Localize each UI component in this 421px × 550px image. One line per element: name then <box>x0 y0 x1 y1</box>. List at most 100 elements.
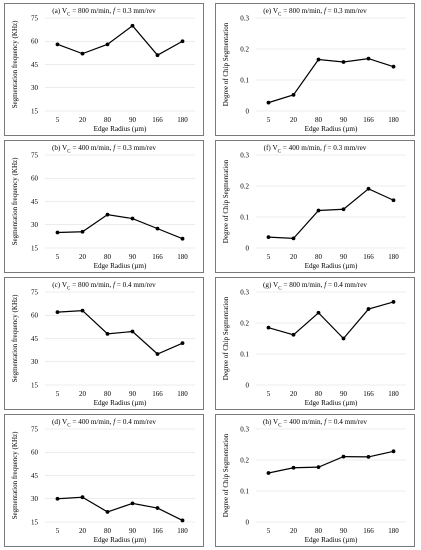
data-point <box>55 230 60 235</box>
x-tick-label: 5 <box>56 116 60 124</box>
title-subscript: C <box>278 423 282 429</box>
y-tick-label: 0.1 <box>240 213 249 221</box>
x-tick-label: 20 <box>79 116 87 124</box>
title-tail: = 0.4 mm/rev <box>115 418 156 426</box>
title-prefix: (e) V <box>263 7 279 15</box>
y-axis-label: Segmentation frequency (KHz) <box>11 294 19 383</box>
data-point <box>180 236 185 241</box>
title-tail: = 0.4 mm/rev <box>114 281 156 289</box>
data-point <box>80 229 85 234</box>
data-point <box>105 42 110 47</box>
data-point <box>391 449 396 454</box>
title-middle: = 800 m/min, <box>281 281 325 289</box>
title-tail: = 0.4 mm/rev <box>326 281 367 289</box>
title-middle: = 400 m/min, <box>281 144 324 152</box>
data-point <box>291 236 296 241</box>
title-feed-symbol: f <box>113 418 116 426</box>
x-tick-label: 166 <box>363 253 374 261</box>
data-point <box>180 39 185 44</box>
y-tick-label: 60 <box>31 312 39 320</box>
data-point <box>105 212 110 217</box>
chart-svg: 0 0.1 0.2 0.3 5 20 80 90 166 180 Edge Radius (µm) D… <box>222 288 406 407</box>
x-tick-label: 20 <box>290 390 298 398</box>
chart-panel-a: (a) VC = 800 m/min, f = 0.3 mm/rev 15 30 4… <box>4 3 204 136</box>
chart-svg: 0 0.1 0.2 0.3 5 20 80 90 166 180 Edge Radius (µm) D… <box>222 151 406 270</box>
x-tick-label: 180 <box>388 390 399 398</box>
x-tick-label: 180 <box>177 116 188 124</box>
title-middle: = 800 m/min, <box>70 281 113 289</box>
title-subscript: C <box>67 149 71 155</box>
y-tick-label: 75 <box>31 425 39 433</box>
title-feed-symbol: f <box>323 7 326 15</box>
title-prefix: (g) V <box>263 281 279 289</box>
panel-title: (c) VC = 800 m/min, f = 0.4 mm/rev <box>5 281 203 291</box>
y-tick-label: 30 <box>31 84 39 92</box>
chart-panel-h: (h) VC = 400 m/min, f = 0.4 mm/rev 0 0.1 0… <box>215 414 415 547</box>
title-tail: = 0.3 mm/rev <box>115 144 156 152</box>
x-tick-label: 166 <box>152 527 163 535</box>
x-tick-label: 90 <box>340 390 348 398</box>
y-tick-label: 0.1 <box>240 350 249 358</box>
y-tick-label: 15 <box>31 381 39 389</box>
title-tail: = 0.3 mm/rev <box>325 144 367 152</box>
y-axis-label: Degree of Chip Segmentation <box>222 433 230 517</box>
x-tick-label: 80 <box>104 116 112 124</box>
x-tick-label: 80 <box>104 527 112 535</box>
data-point <box>180 341 185 346</box>
x-tick-label: 5 <box>56 527 60 535</box>
x-tick-label: 166 <box>363 390 374 398</box>
data-point <box>130 216 135 221</box>
data-point <box>316 57 321 62</box>
y-tick-label: 60 <box>31 38 39 46</box>
y-tick-label: 0 <box>246 244 250 252</box>
y-tick-label: 15 <box>31 244 39 252</box>
chart-svg: 15 30 45 60 75 5 20 80 90 166 180 Edge Radius (µm) S… <box>11 14 195 133</box>
data-point <box>391 300 396 304</box>
y-tick-label: 0.2 <box>240 182 249 190</box>
y-tick-label: 75 <box>31 151 39 159</box>
chart-panel-b: (b) VC = 400 m/min, f = 0.3 mm/rev 15 30 4… <box>4 140 204 273</box>
series-line <box>268 450 394 474</box>
x-tick-label: 166 <box>152 116 163 124</box>
y-tick-label: 15 <box>31 107 39 115</box>
y-tick-label: 0.1 <box>240 76 249 84</box>
data-point <box>291 92 296 97</box>
x-tick-label: 90 <box>129 390 137 398</box>
data-point <box>155 506 160 510</box>
data-point <box>291 332 296 337</box>
y-tick-label: 45 <box>31 61 39 69</box>
x-tick-label: 166 <box>363 527 374 535</box>
data-point <box>366 56 371 61</box>
x-axis-label: Edge Radius (µm) <box>305 125 358 133</box>
y-axis-label: Degree of Chip Segmentation <box>222 22 230 106</box>
title-prefix: (f) V <box>263 144 278 152</box>
data-point <box>105 510 110 514</box>
title-subscript: C <box>278 286 282 292</box>
data-point <box>155 226 160 231</box>
x-tick-label: 20 <box>79 527 87 535</box>
chart-panel-g: (g) VC = 800 m/min, f = 0.4 mm/rev 0 0.1 0… <box>215 277 415 410</box>
x-axis-label: Edge Radius (µm) <box>94 536 147 544</box>
title-subscript: C <box>67 12 71 18</box>
x-tick-label: 166 <box>152 253 163 261</box>
y-axis-label: Degree of Chip Segmentation <box>222 159 230 243</box>
y-tick-label: 45 <box>31 198 39 206</box>
title-feed-symbol: f <box>112 7 115 15</box>
title-subscript: C <box>278 12 282 18</box>
x-tick-label: 90 <box>129 116 137 124</box>
y-axis-label: Segmentation frequency (KHz) <box>11 157 19 246</box>
series-line <box>268 188 394 240</box>
y-tick-label: 60 <box>31 175 39 183</box>
y-tick-label: 45 <box>31 335 39 343</box>
title-feed-symbol: f <box>324 418 327 426</box>
y-tick-label: 0.3 <box>240 14 249 22</box>
x-tick-label: 5 <box>56 390 60 398</box>
x-axis-label: Edge Radius (µm) <box>94 399 147 407</box>
y-tick-label: 30 <box>31 358 39 366</box>
y-axis-label: Segmentation frequency (KHz) <box>11 20 19 109</box>
x-tick-label: 20 <box>290 253 298 261</box>
y-tick-label: 15 <box>31 518 39 526</box>
x-tick-label: 80 <box>104 390 112 398</box>
y-tick-label: 0.1 <box>240 487 249 495</box>
data-point <box>266 325 271 330</box>
